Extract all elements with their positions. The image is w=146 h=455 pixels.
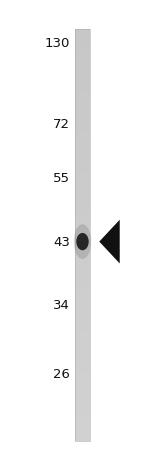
Bar bbox=[75, 139, 90, 146]
Bar bbox=[75, 50, 90, 57]
Ellipse shape bbox=[74, 225, 91, 259]
Bar bbox=[75, 277, 90, 283]
Bar bbox=[75, 201, 90, 208]
Bar bbox=[75, 263, 90, 270]
Bar bbox=[75, 256, 90, 263]
Bar bbox=[75, 208, 90, 215]
Bar bbox=[75, 153, 90, 160]
Text: 43: 43 bbox=[53, 236, 70, 248]
Bar bbox=[75, 359, 90, 366]
Bar bbox=[75, 85, 90, 91]
Bar bbox=[75, 386, 90, 393]
Text: 34: 34 bbox=[53, 298, 70, 311]
Text: 55: 55 bbox=[53, 172, 70, 185]
Bar bbox=[75, 64, 90, 71]
Bar bbox=[75, 373, 90, 379]
Bar bbox=[75, 181, 90, 187]
Bar bbox=[75, 112, 90, 119]
Text: 130: 130 bbox=[45, 37, 70, 50]
Bar bbox=[75, 400, 90, 407]
Bar bbox=[75, 30, 90, 441]
Bar bbox=[75, 290, 90, 297]
Bar bbox=[75, 160, 90, 167]
Bar bbox=[75, 428, 90, 435]
Bar bbox=[75, 215, 90, 222]
Bar bbox=[75, 98, 90, 105]
Bar bbox=[75, 119, 90, 126]
Bar bbox=[75, 407, 90, 414]
Bar bbox=[75, 36, 90, 43]
Bar bbox=[75, 91, 90, 98]
Bar bbox=[75, 235, 90, 243]
Bar bbox=[75, 414, 90, 421]
Bar bbox=[75, 366, 90, 373]
Bar bbox=[75, 332, 90, 339]
Bar bbox=[75, 30, 90, 36]
Bar bbox=[75, 379, 90, 386]
Bar bbox=[75, 146, 90, 153]
Bar bbox=[75, 339, 90, 345]
Bar bbox=[75, 283, 90, 290]
Bar bbox=[75, 304, 90, 311]
Bar bbox=[75, 270, 90, 277]
Bar bbox=[75, 228, 90, 236]
Bar bbox=[75, 194, 90, 201]
Bar bbox=[75, 222, 90, 228]
Bar bbox=[75, 297, 90, 304]
Bar bbox=[75, 132, 90, 139]
Bar bbox=[75, 43, 90, 50]
Bar bbox=[75, 126, 90, 132]
Bar bbox=[75, 105, 90, 112]
Bar bbox=[75, 325, 90, 332]
Text: 26: 26 bbox=[53, 368, 70, 380]
Bar bbox=[75, 167, 90, 174]
Bar bbox=[75, 318, 90, 325]
Text: 72: 72 bbox=[53, 117, 70, 130]
Bar bbox=[75, 174, 90, 181]
Bar bbox=[75, 78, 90, 85]
Bar bbox=[75, 352, 90, 359]
Bar bbox=[75, 57, 90, 64]
Bar bbox=[75, 311, 90, 318]
Bar bbox=[75, 71, 90, 78]
Bar bbox=[75, 345, 90, 352]
Bar bbox=[75, 249, 90, 256]
Bar bbox=[75, 393, 90, 400]
Bar bbox=[75, 435, 90, 441]
Bar bbox=[75, 187, 90, 194]
Ellipse shape bbox=[76, 233, 89, 251]
Bar bbox=[75, 243, 90, 249]
Polygon shape bbox=[99, 220, 120, 264]
Bar bbox=[75, 421, 90, 428]
